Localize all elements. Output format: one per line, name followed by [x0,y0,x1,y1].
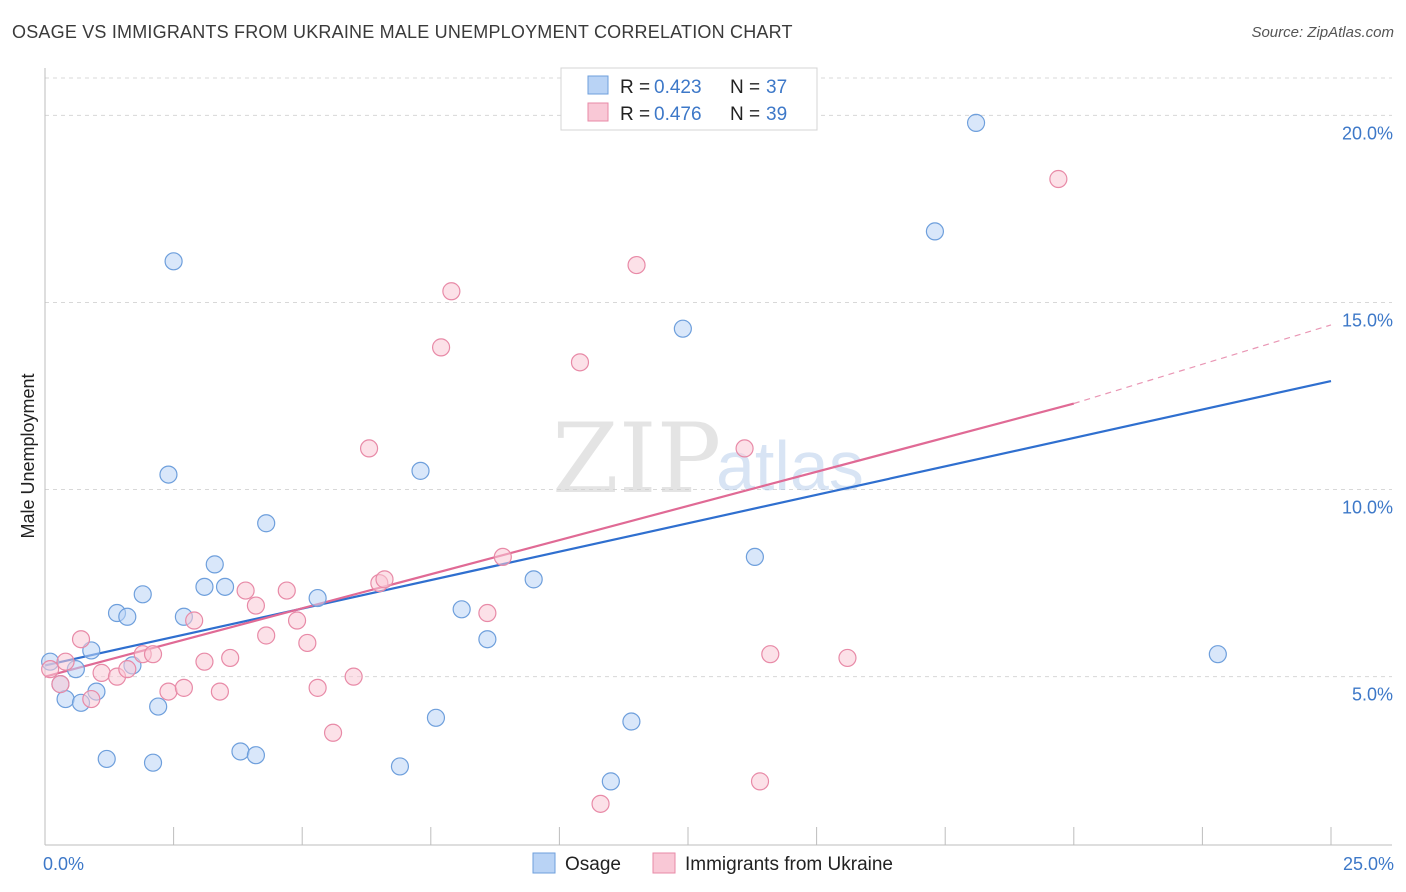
ukraine-point [478,603,497,623]
osage-point [246,746,266,765]
x-tick-label: 0.0% [43,854,84,874]
stats-legend-swatch-ukraine [587,102,609,122]
stats-legend-swatch-osage [587,75,609,95]
ukraine-point [750,772,770,791]
series-legend-label-ukraine: Immigrants from Ukraine [685,854,893,875]
ukraine-point [323,723,343,742]
series-legend: Osage Immigrants from Ukraine [532,852,893,875]
ukraine-point [143,645,163,664]
osage-point [411,461,430,480]
stats-legend-n-label: N = [730,77,760,98]
ukraine-point [591,794,610,813]
y-tick-label: 5.0% [1352,685,1393,705]
series-legend-swatch-ukraine [652,852,676,874]
osage-point [426,708,446,727]
ukraine-trend-extension [1073,324,1332,405]
osage-point [745,547,764,567]
ukraine-point [82,689,101,709]
source-label: Source: ZipAtlas.com [1251,24,1394,41]
series-legend-label-osage: Osage [565,854,621,875]
osage-point [622,712,641,731]
ukraine-point [246,596,266,615]
ukraine-point [308,678,327,697]
osage-point [149,697,168,716]
stats-legend-n-value: 37 [766,77,787,98]
osage-point [524,570,543,589]
ukraine-point [221,648,240,668]
series-legend-swatch-osage [532,852,556,874]
ukraine-point [41,660,60,679]
osage-point [231,742,250,761]
ukraine-point [71,630,91,649]
trend-layer [44,324,1332,678]
ukraine-point [344,667,363,686]
ukraine-point [442,282,461,301]
points-layer [41,113,1227,813]
ukraine-point [210,682,229,701]
osage-point [205,555,224,574]
ukraine-point [359,439,379,458]
ukraine-point [92,663,111,682]
ukraine-point [195,652,214,671]
osage-trend-line [44,379,1332,667]
ukraine-point [627,255,646,275]
ukraine-point [761,645,780,664]
osage-point [390,757,410,776]
ukraine-point [236,581,255,600]
ukraine-point [493,547,512,567]
ukraine-point [51,675,70,694]
x-tick-label: 25.0% [1343,854,1394,874]
osage-point [215,577,235,596]
ukraine-point [1049,169,1068,189]
osage-point [159,465,178,484]
osage-point [82,641,101,660]
ukraine-point [570,353,590,372]
ukraine-point [118,660,137,679]
osage-point [452,600,471,619]
ukraine-point [287,611,307,630]
ukraine-point [298,633,317,653]
ukraine-point [159,682,178,701]
osage-point [1208,645,1227,664]
watermark-zip: ZIP [552,403,721,515]
axis-layer: 5.0% 10.0% 15.0% 20.0% 0.0% 25.0% [43,68,1394,874]
osage-point [143,753,163,772]
y-tick-label: 10.0% [1342,498,1393,518]
osage-point [925,222,945,241]
stats-legend-r-value: 0.476 [654,104,702,125]
osage-point [601,772,620,791]
ukraine-point [56,652,75,671]
ukraine-point [375,570,394,589]
y-axis-label: Male Unemployment [18,373,38,538]
osage-point [195,577,214,596]
ukraine-point [431,338,451,357]
osage-point [308,588,327,608]
stats-legend-r-label: R = [620,77,650,98]
stats-legend-r-label: R = [620,104,650,125]
osage-point [478,630,497,649]
ukraine-point [174,678,193,697]
stats-legend-n-value: 39 [766,104,787,125]
ukraine-point [277,581,296,600]
ukraine-point [185,611,204,630]
osage-point [118,607,137,626]
ukraine-point [838,648,857,668]
osage-point [164,252,183,271]
stats-legend-n-label: N = [730,104,760,125]
chart-title: OSAGE VS IMMIGRANTS FROM UKRAINE MALE UN… [12,22,793,42]
watermark: ZIP atlas [552,403,864,515]
stats-legend: R = 0.423 N = 37 R = 0.476 N = 39 [560,67,818,131]
osage-point [97,749,116,769]
ukraine-point [257,626,276,645]
osage-point [966,113,986,132]
ukraine-point [735,439,754,458]
osage-point [673,319,692,338]
y-tick-label: 20.0% [1342,123,1393,143]
osage-point [133,585,152,604]
y-tick-label: 15.0% [1342,310,1393,330]
stats-legend-r-value: 0.423 [654,77,702,98]
ukraine-trend-line [44,402,1075,678]
osage-point [257,514,276,533]
